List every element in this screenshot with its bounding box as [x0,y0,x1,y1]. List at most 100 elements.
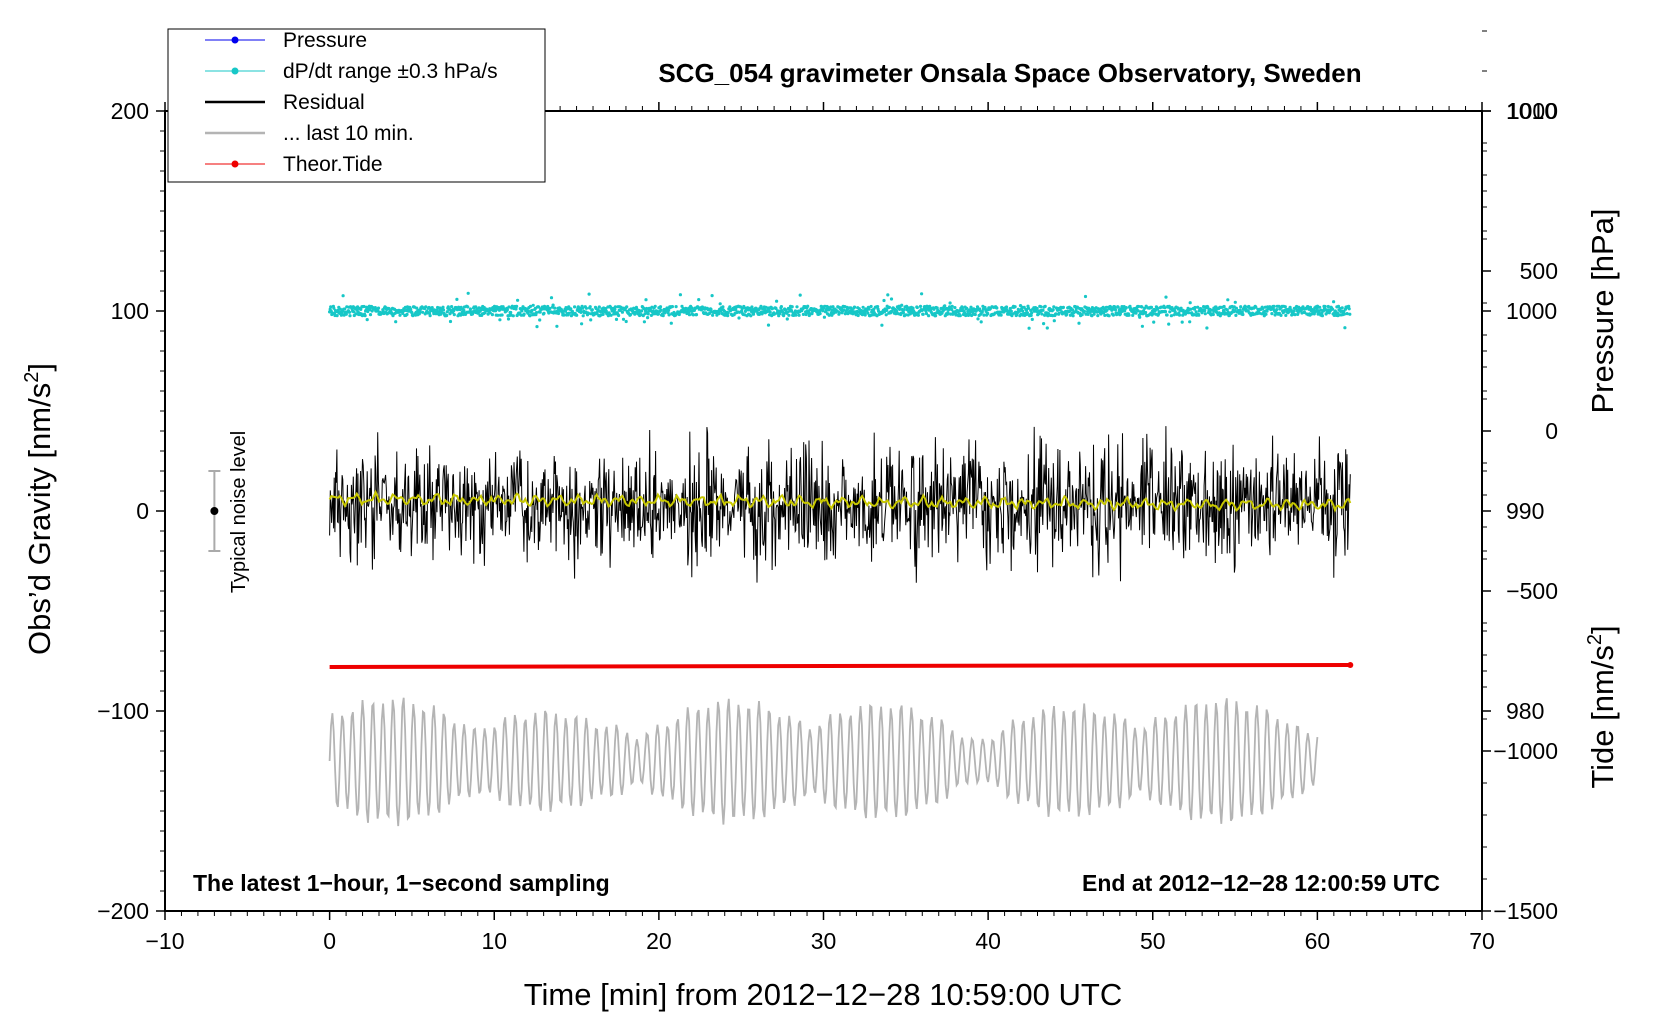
dpdt-point [409,307,413,312]
dpdt-point [1008,306,1012,311]
pressure-tick-label: 1000 [1506,298,1557,324]
dpdt-point [915,305,919,310]
dpdt-point [697,298,701,302]
dpdt-point [1196,305,1200,309]
dpdt-point [506,317,511,321]
dpdt-point [726,311,730,315]
dpdt-point [667,313,671,317]
dpdt-point [924,309,928,313]
dpdt-point [625,305,629,309]
dpdt-point [1206,306,1210,310]
dpdt-point [348,314,352,318]
dpdt-point [1197,313,1201,317]
dpdt-point [726,314,730,318]
dpdt-point [1292,309,1296,313]
dpdt-point [1233,300,1237,304]
dpdt-point [749,314,753,318]
dpdt-point [948,301,952,305]
dpdt-point [411,314,415,318]
dpdt-point [1188,320,1192,324]
dpdt-point [1188,301,1192,305]
dpdt-point [1107,314,1111,318]
dpdt-point [734,307,738,312]
dpdt-point [441,305,445,309]
dpdt-point [950,304,954,308]
dpdt-point [613,307,617,311]
dpdt-point [1065,312,1069,316]
dpdt-point [837,311,842,315]
dpdt-point [488,311,492,315]
legend-label: Pressure [283,29,367,52]
dpdt-point [980,310,984,314]
dpdt-point [975,305,980,309]
x-tick-label: 20 [646,928,672,954]
dpdt-point [1254,305,1258,309]
dpdt-point [797,313,801,317]
dpdt-point [880,323,884,327]
dpdt-point [787,313,791,317]
dpdt-point [717,312,721,316]
dpdt-point [963,311,967,315]
dpdt-point [768,310,772,314]
dpdt-point [424,305,428,309]
dpdt-point [1071,308,1075,312]
dpdt-point [1345,312,1349,316]
dpdt-point [1241,312,1245,317]
legend-box [167,28,546,183]
dpdt-point [535,325,539,329]
dpdt-point [766,323,771,327]
dpdt-point [341,294,345,298]
dpdt-point [1026,306,1031,310]
dpdt-point [640,309,644,313]
dpdt-point [958,314,962,318]
dpdt-point [1163,310,1168,314]
dpdt-point [658,305,663,309]
dpdt-point [1222,304,1226,309]
dpdt-point [394,320,398,324]
dpdt-point [428,314,432,318]
dpdt-point [831,305,835,309]
dpdt-point [445,313,449,318]
y-axis-title-tide: Tide [nm/s2] [1584,625,1620,788]
dpdt-point [1123,309,1127,313]
dpdt-point [999,313,1003,317]
dpdt-point [601,312,605,316]
dpdt-point [1288,305,1292,309]
x-tick-label: 50 [1140,928,1166,954]
dpdt-point [614,317,619,321]
dpdt-point [1139,310,1143,314]
dpdt-point [918,304,923,308]
dpdt-point [678,293,683,297]
dpdt-point [1211,312,1215,317]
dpdt-point [965,306,969,310]
dpdt-point [707,311,712,316]
dpdt-point [822,315,827,319]
dpdt-point [743,309,748,313]
annotation-sampling: The latest 1−hour, 1−second sampling [193,870,610,896]
dpdt-point [911,306,915,310]
dpdt-point [1272,304,1276,308]
dpdt-point [1270,312,1274,316]
dpdt-point [1238,308,1242,312]
tide-tick-label: −1500 [1493,898,1558,924]
dpdt-point [507,305,511,309]
dpdt-point [1326,304,1330,309]
dpdt-point [505,308,509,312]
dpdt-point [928,304,932,308]
dpdt-point [674,305,678,309]
dpdt-point [1024,308,1028,312]
dpdt-point [861,305,865,309]
dpdt-point [1092,312,1096,316]
legend-label: ... last 10 min. [283,122,414,145]
dpdt-point [1234,306,1238,310]
dpdt-point [455,308,460,312]
dpdt-point [542,311,546,315]
dpdt-point [1283,305,1287,309]
series-last-10-min [328,697,1319,827]
dpdt-point [1165,313,1169,317]
dpdt-point [869,304,873,309]
dpdt-point [439,310,443,314]
dpdt-point [354,312,358,316]
dpdt-point [1164,295,1168,299]
